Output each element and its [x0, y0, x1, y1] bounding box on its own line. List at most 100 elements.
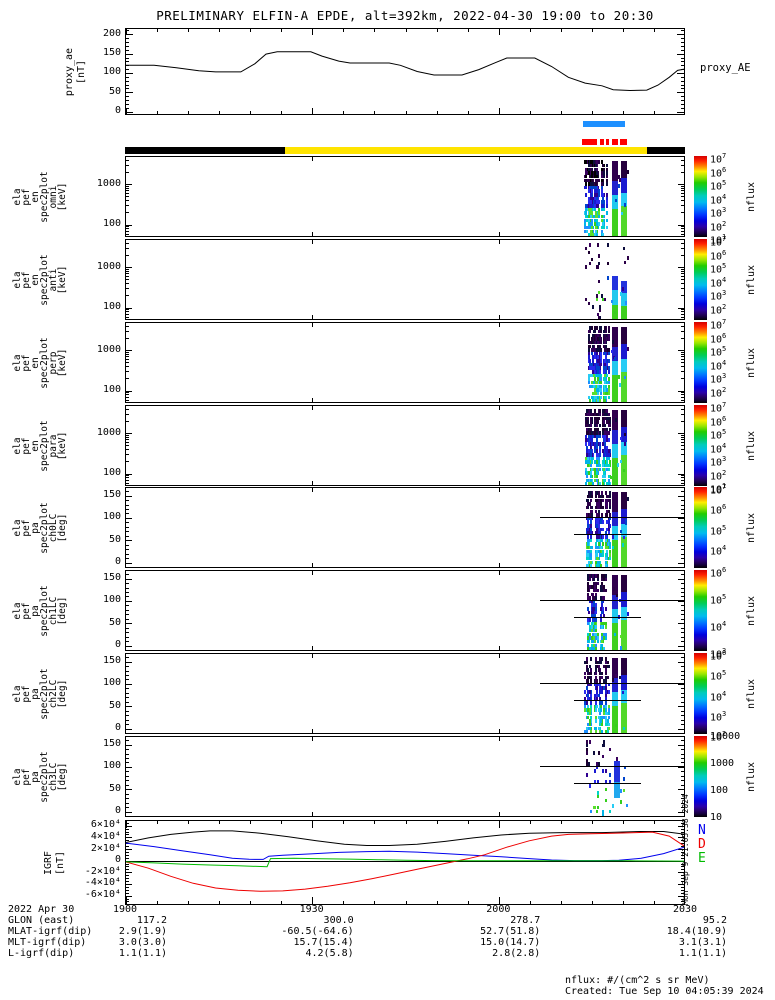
- y-tick: [681, 399, 684, 401]
- y-tick: [681, 61, 684, 63]
- x-tick: [312, 240, 314, 244]
- spectrogram-burst-column: [612, 658, 619, 679]
- x-tick: [126, 821, 127, 828]
- spectrogram-cell: [604, 344, 607, 348]
- y-tick: [126, 692, 129, 694]
- spectrogram-cell: [589, 564, 592, 567]
- line-series-#00bb00: [126, 857, 684, 868]
- spectrogram-cell: [595, 222, 598, 226]
- spectrogram-cell: [600, 171, 603, 175]
- spectrogram-cell: [608, 542, 611, 546]
- spectrogram-cell: [595, 333, 598, 337]
- y-tick: [126, 224, 132, 226]
- spectrogram-cell: [605, 196, 608, 201]
- y-tick: [681, 316, 684, 318]
- spectrogram-cell: [596, 474, 599, 479]
- y-tick-label: 50: [108, 533, 121, 545]
- spectrogram-burst-column: [612, 492, 619, 513]
- y-tick: [681, 273, 684, 275]
- spectrogram-cell: [588, 542, 591, 546]
- spectrogram-cell: [591, 337, 594, 341]
- spectrogram-cell: [587, 482, 590, 485]
- y-tick-label: 50: [108, 699, 121, 711]
- spectrogram-cell: [591, 494, 594, 499]
- spectrogram-cell: [587, 679, 590, 683]
- spectrogram-cell: [606, 276, 609, 280]
- spectrogram-cell: [593, 409, 596, 413]
- spectrogram-burst-column: [612, 181, 619, 196]
- colorbar-tick-label: 10000: [710, 731, 741, 742]
- spectrogram-cell: [616, 463, 619, 467]
- colorbar-tick-label: 104: [710, 192, 727, 206]
- spectrogram-cell: [591, 351, 594, 356]
- x-tick: [467, 111, 469, 114]
- spectrogram-cell: [588, 384, 591, 389]
- spectrogram-cell: [597, 416, 600, 420]
- spectrogram-cell: [584, 211, 587, 215]
- spectrogram-cell: [608, 337, 611, 341]
- spectrogram-burst-column: [620, 205, 627, 236]
- x-tick: [281, 111, 283, 114]
- spectrogram-cell: [588, 243, 591, 247]
- y-tick: [126, 111, 133, 113]
- y-tick: [126, 688, 129, 690]
- spectrogram-cell: [596, 211, 599, 215]
- spectrogram-cell: [595, 431, 598, 435]
- spectrogram-cell: [591, 516, 594, 521]
- spectrogram-cell: [588, 196, 591, 201]
- spectrogram-cell: [592, 337, 595, 341]
- spectrogram-burst-column: [620, 702, 627, 733]
- x-tick: [654, 821, 656, 824]
- spectrogram-cell: [614, 418, 617, 422]
- spectrogram-cell: [604, 660, 607, 665]
- colorbar-tick-label: 102: [710, 219, 727, 233]
- spectrogram-cell: [600, 671, 603, 676]
- y-tick-label: 100: [102, 66, 121, 78]
- colorbar-units-en-anti-text: nflux: [746, 264, 757, 295]
- spectrogram-cell: [599, 564, 602, 567]
- y-tick: [126, 883, 132, 885]
- spectrogram-cell: [604, 442, 607, 446]
- colorbar-tick-label: 102: [710, 385, 727, 399]
- spectrogram-cell: [597, 545, 600, 550]
- spectrogram-cell: [596, 524, 599, 528]
- y-tick: [681, 513, 684, 515]
- annotation-value: 15.7(15.4): [293, 937, 354, 948]
- y-tick: [126, 187, 129, 189]
- y-tick: [126, 164, 129, 166]
- spectrogram-cell: [588, 377, 591, 381]
- spectrogram-cell: [605, 355, 607, 359]
- spectrogram-cell: [587, 160, 590, 164]
- y-tick: [681, 371, 684, 373]
- spectrogram-cell: [595, 189, 598, 193]
- spectrogram-burst-column: [612, 327, 619, 348]
- annotation-value: 18.4(10.9): [666, 926, 727, 937]
- spectrogram-cell: [597, 377, 599, 381]
- spectrogram-cell: [597, 384, 600, 389]
- x-tick: [312, 29, 314, 35]
- spectrogram-cell: [597, 344, 600, 348]
- spectrogram-cell: [600, 715, 603, 720]
- spectrogram-cell: [600, 603, 603, 607]
- spectrogram-cell: [599, 726, 602, 730]
- spectrogram-cell: [589, 524, 592, 528]
- spectrogram-cell: [591, 412, 594, 417]
- spectrogram-cell: [591, 204, 594, 208]
- x-tick: [623, 821, 625, 824]
- spectrogram-cell: [602, 478, 605, 482]
- spectrogram-cell: [608, 395, 611, 399]
- x-tick: [312, 737, 314, 741]
- y-tick: [681, 212, 684, 214]
- x-tick: [343, 821, 345, 824]
- spectrogram-cell: [605, 218, 608, 223]
- spectrogram-cell: [605, 200, 608, 204]
- spectrogram-cell: [593, 442, 596, 446]
- y-tick: [126, 898, 129, 900]
- spectrogram-cell: [596, 463, 599, 468]
- spectrogram-cell: [584, 456, 587, 461]
- spectrogram-cell: [590, 560, 593, 564]
- y-tick: [681, 591, 684, 593]
- spectrogram-cell: [590, 491, 593, 495]
- spectrogram-cell: [598, 193, 601, 197]
- spectrogram-cell: [608, 491, 611, 495]
